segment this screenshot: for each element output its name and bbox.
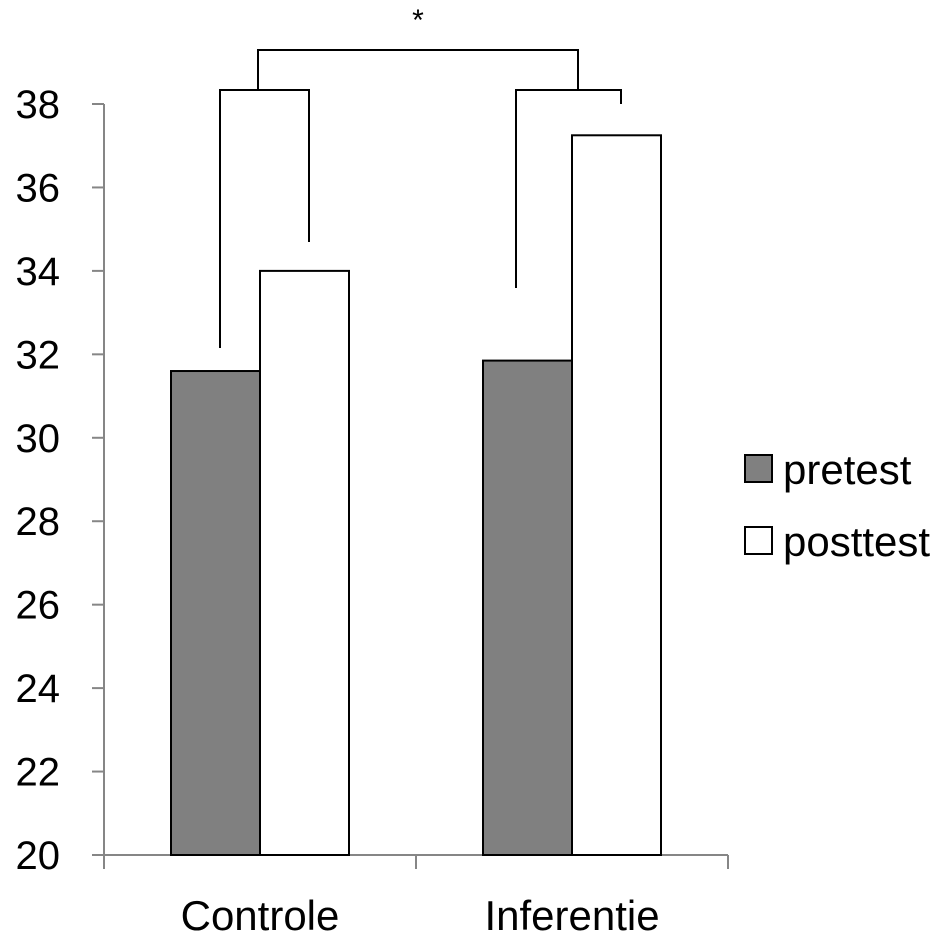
y-tick-label: 36	[16, 166, 61, 210]
significance-bracket-between-groups	[257, 49, 579, 90]
bar-pretest-inferentie	[482, 359, 573, 856]
y-tick-label: 28	[16, 500, 61, 544]
y-tick-label: 20	[16, 834, 61, 878]
x-category-label: Inferentie	[484, 892, 659, 939]
legend-swatch-pretest	[744, 454, 773, 483]
y-tick-label: 34	[16, 250, 61, 294]
y-tick-label: 32	[16, 333, 61, 377]
legend-label-pretest: pretest	[783, 446, 912, 493]
legend-label-posttest: posttest	[783, 518, 930, 565]
y-tick-label: 24	[16, 667, 61, 711]
y-tick-label: 38	[16, 83, 61, 127]
legend-swatch-posttest	[744, 526, 773, 555]
bar-posttest-controle	[259, 269, 350, 856]
significance-star: *	[412, 4, 424, 37]
y-tick-label: 22	[16, 751, 61, 795]
significance-bracket-controle	[219, 89, 310, 348]
y-tick-label: 26	[16, 584, 61, 628]
x-category-label: Controle	[181, 892, 340, 939]
y-tick-label: 30	[16, 417, 61, 461]
significance-bracket-inferentie	[515, 89, 622, 288]
bar-posttest-inferentie	[571, 134, 662, 856]
bar-pretest-controle	[170, 370, 261, 856]
